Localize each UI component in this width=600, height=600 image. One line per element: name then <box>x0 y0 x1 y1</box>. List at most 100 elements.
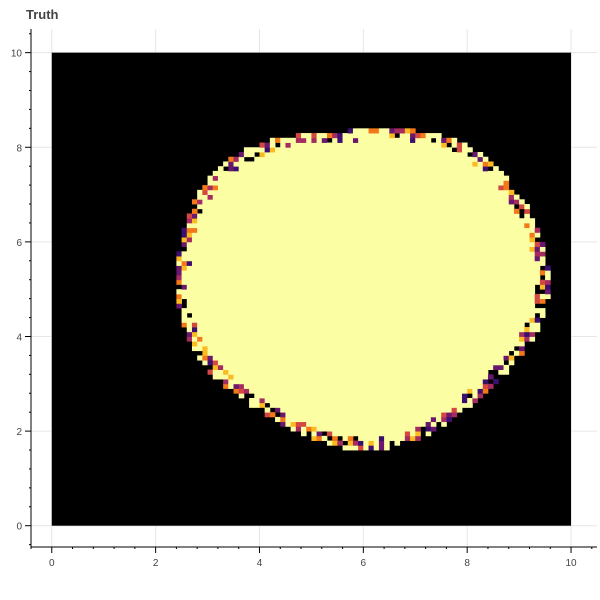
heatmap-cell <box>233 213 240 219</box>
heatmap-cell <box>228 213 234 219</box>
heatmap-cell <box>410 402 416 408</box>
heatmap-cell <box>410 308 416 314</box>
heatmap-cell <box>425 189 432 195</box>
heatmap-cell <box>306 147 312 153</box>
heatmap-cell <box>493 251 499 257</box>
heatmap-cell <box>384 227 390 233</box>
heatmap-cell <box>461 213 468 219</box>
heatmap-cell <box>503 364 510 371</box>
heatmap-cell <box>477 360 484 366</box>
heatmap-cell <box>342 251 349 257</box>
heatmap-cell <box>342 421 349 427</box>
heatmap-cell <box>223 213 229 219</box>
heatmap-cell <box>472 364 478 371</box>
heatmap-cell <box>399 260 406 266</box>
heatmap-cell <box>228 345 234 352</box>
heatmap-cell <box>342 331 349 337</box>
heatmap-cell <box>347 431 354 437</box>
heatmap-cell <box>306 265 312 271</box>
heatmap-cell <box>363 218 369 224</box>
heatmap-cell <box>389 355 395 361</box>
heatmap-cell <box>425 142 432 148</box>
heatmap-cell <box>399 369 406 375</box>
heatmap-cell <box>378 336 385 342</box>
heatmap-cell <box>233 308 240 314</box>
heatmap-cell <box>503 256 510 262</box>
heatmap-cell <box>394 180 401 186</box>
heatmap-cell <box>425 350 432 356</box>
heatmap-cell <box>477 293 484 300</box>
heatmap-cell <box>487 232 494 238</box>
heatmap-cell <box>472 265 478 271</box>
heatmap-cell <box>191 289 198 295</box>
heatmap-cell <box>212 180 219 186</box>
heatmap-cell <box>332 189 338 195</box>
heatmap-cell <box>321 284 328 290</box>
heatmap-cell <box>456 293 463 300</box>
heatmap-cell <box>326 241 333 248</box>
heatmap-cell <box>461 180 468 186</box>
heatmap-cell <box>285 322 292 328</box>
heatmap-cell <box>316 204 323 210</box>
heatmap-cell <box>295 189 302 195</box>
heatmap-cell <box>539 279 546 285</box>
heatmap-cell <box>493 222 499 229</box>
heatmap-cell <box>461 322 468 328</box>
heatmap-cell <box>529 284 536 290</box>
heatmap-cell <box>290 355 297 361</box>
heatmap-cell <box>217 293 224 300</box>
heatmap-cell <box>503 260 510 266</box>
heatmap-cell <box>384 364 390 371</box>
heatmap-cell <box>332 322 338 328</box>
heatmap-cell <box>425 317 432 323</box>
heatmap-cell <box>404 341 411 347</box>
heatmap-cell <box>321 317 328 323</box>
heatmap-cell <box>259 246 266 252</box>
heatmap-cell <box>436 151 442 158</box>
heatmap-cell <box>352 383 359 389</box>
heatmap-cell <box>461 156 468 162</box>
heatmap-cell <box>197 256 203 262</box>
heatmap-cell <box>269 232 276 238</box>
heatmap-cell <box>269 303 276 309</box>
heatmap-cell <box>202 185 208 191</box>
heatmap-cell <box>243 265 250 271</box>
heatmap-cell <box>472 246 478 252</box>
heatmap-cell <box>275 151 281 158</box>
heatmap-cell <box>389 133 395 139</box>
heatmap-cell <box>461 279 468 285</box>
heatmap-cell <box>467 189 473 195</box>
heatmap-cell <box>295 289 302 295</box>
heatmap-cell <box>306 341 312 347</box>
heatmap-cell <box>378 327 385 333</box>
heatmap-cell <box>233 379 240 385</box>
heatmap-cell <box>337 350 343 356</box>
heatmap-cell <box>425 194 432 200</box>
heatmap-cell <box>545 270 551 276</box>
heatmap-cell <box>228 189 234 195</box>
heatmap-cell <box>394 237 401 243</box>
heatmap-cell <box>181 237 188 243</box>
heatmap-cell <box>259 322 266 328</box>
heatmap-cell <box>290 393 297 399</box>
heatmap-cell <box>493 322 499 328</box>
heatmap-cell <box>487 322 494 328</box>
heatmap-cell <box>524 265 530 271</box>
heatmap-cell <box>410 270 416 276</box>
heatmap-cell <box>384 208 390 214</box>
heatmap-cell <box>472 189 478 195</box>
heatmap-cell <box>202 293 208 300</box>
heatmap-cell <box>394 308 401 314</box>
heatmap-cell <box>280 213 286 219</box>
heatmap-cell <box>352 147 359 153</box>
heatmap-cell <box>529 270 536 276</box>
heatmap-cell <box>269 151 276 158</box>
heatmap-cell <box>425 137 432 143</box>
heatmap-cell <box>358 397 364 404</box>
heatmap-cell <box>368 161 375 167</box>
heatmap-cell <box>311 289 317 295</box>
heatmap-cell <box>280 170 286 177</box>
heatmap-cell <box>389 412 395 418</box>
heatmap-cell <box>410 265 416 271</box>
heatmap-cell <box>394 393 401 399</box>
